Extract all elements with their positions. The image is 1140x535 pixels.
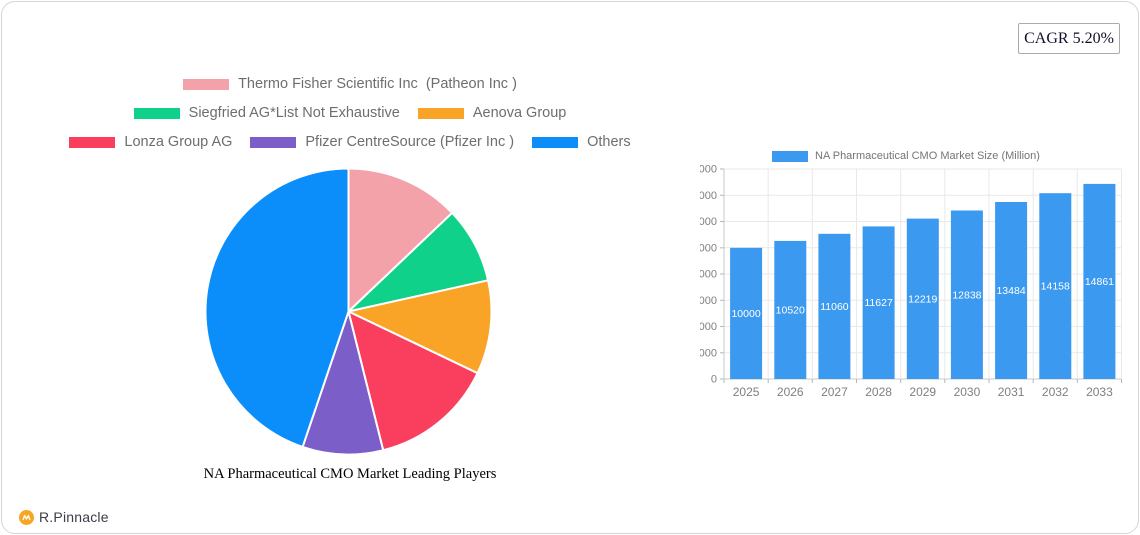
legend-item-5: Others [532, 132, 631, 153]
bar-legend: NA Pharmaceutical CMO Market Size (Milli… [772, 150, 1040, 162]
pie-chart [204, 167, 493, 456]
y-tick-label: 4000 [700, 321, 717, 333]
bar-value-label: 10000 [731, 308, 760, 320]
bar-2033 [1083, 183, 1116, 379]
cagr-badge: CAGR 5.20% [1018, 23, 1120, 54]
legend-label: Aenova Group [472, 105, 567, 121]
legend-item-3: Lonza Group AG [69, 132, 232, 153]
y-tick-label: 8000 [700, 269, 717, 281]
bar-2026 [774, 240, 807, 379]
bar-chart: 0 2000 4000 6000 8000 10000 12000 14000 16000 100… [700, 164, 1122, 399]
bar-2027 [818, 233, 851, 379]
legend-label: Pfizer CentreSource (Pfizer Inc ) [305, 134, 515, 150]
y-tick-label: 14000 [700, 190, 717, 202]
pie-legend-row: Thermo Fisher Scientific Inc (Patheon In… [0, 74, 700, 95]
legend-label: Thermo Fisher Scientific Inc (Patheon In… [238, 76, 517, 92]
y-tick-label: 0 [711, 374, 717, 386]
x-tick-label: 2029 [909, 385, 936, 399]
y-tick-label: 6000 [700, 295, 717, 307]
pie-slice-0 [347, 167, 454, 313]
pie-slice-4 [301, 310, 385, 456]
legend-swatch [183, 79, 230, 90]
cagr-label: CAGR 5.20% [1024, 29, 1114, 47]
x-tick-label: 2028 [865, 385, 892, 399]
bar-value-label: 14158 [1041, 281, 1070, 293]
legend-swatch [417, 108, 464, 119]
bar-value-label: 11060 [820, 301, 849, 313]
legend-item-0: Thermo Fisher Scientific Inc (Patheon In… [183, 74, 517, 95]
brand-name: R.Pinnacle [39, 509, 109, 525]
legend-swatch [133, 108, 180, 119]
bar-legend-swatch [772, 150, 808, 162]
pie-slice-5 [204, 167, 350, 448]
y-tick-label: 12000 [700, 216, 717, 228]
legend-item-2: Aenova Group [417, 103, 567, 124]
bar-legend-label: NA Pharmaceutical CMO Market Size (Milli… [815, 150, 1040, 162]
legend-swatch [532, 137, 579, 148]
legend-item-4: Pfizer CentreSource (Pfizer Inc ) [250, 132, 514, 153]
legend-swatch [250, 137, 297, 148]
bar-2031 [995, 202, 1028, 379]
bar-value-label: 14861 [1085, 276, 1114, 288]
legend-label: Lonza Group AG [124, 134, 233, 150]
bar-value-label: 12838 [952, 289, 981, 301]
x-tick-label: 2032 [1042, 385, 1069, 399]
x-tick-label: 2033 [1086, 385, 1113, 399]
x-tick-label: 2025 [733, 385, 760, 399]
x-tick-label: 2031 [998, 385, 1025, 399]
pie-legend-row: Siegfried AG*List Not Exhaustive Aenova G… [0, 103, 700, 124]
legend-swatch [69, 137, 116, 148]
pinnacle-icon [19, 509, 34, 525]
legend-label: Siegfried AG*List Not Exhaustive [188, 105, 400, 121]
legend-item-1: Siegfried AG*List Not Exhaustive [133, 103, 400, 124]
bar-value-label: 11627 [864, 297, 893, 309]
y-tick-label: 10000 [700, 242, 717, 254]
pie-legend: Thermo Fisher Scientific Inc (Patheon In… [0, 74, 700, 153]
x-tick-label: 2026 [777, 385, 804, 399]
x-tick-label: 2027 [821, 385, 848, 399]
pie-title: NA Pharmaceutical CMO Market Leading Pla… [203, 466, 497, 482]
pie-slice-2 [347, 279, 493, 375]
bar-2025 [730, 247, 763, 380]
pie-legend-row: Lonza Group AG Pfizer CentreSource (Pfize… [0, 132, 700, 153]
pinnacle-icon-circle [19, 509, 34, 525]
brand-logo: R.Pinnacle [19, 509, 109, 525]
y-tick-label: 2000 [700, 347, 717, 359]
pinnacle-icon-wave [22, 514, 31, 520]
bar-value-label: 10520 [776, 304, 805, 316]
legend-label: Others [587, 134, 631, 150]
pie-slice-3 [347, 310, 479, 452]
bar-2030 [950, 210, 983, 379]
x-tick-label: 2030 [954, 385, 981, 399]
y-tick-label: 16000 [700, 164, 717, 176]
bar-value-label: 12219 [908, 293, 937, 305]
bar-2029 [906, 218, 939, 379]
bar-2032 [1039, 193, 1072, 379]
bar-2028 [862, 226, 895, 379]
bar-value-label: 13484 [996, 285, 1025, 297]
